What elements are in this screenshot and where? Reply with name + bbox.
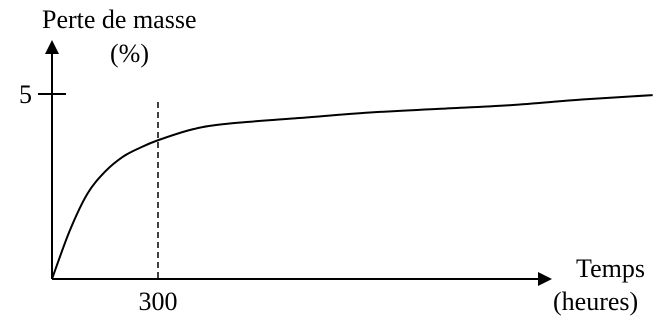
- x-axis-arrowhead: [538, 272, 552, 286]
- y-axis-label-line1: Perte de masse: [42, 5, 197, 34]
- y-axis-arrowhead: [45, 40, 59, 54]
- y-tick-label: 5: [19, 80, 32, 109]
- x-axis-label-line1: Temps: [576, 254, 645, 283]
- series-line: [51, 94, 653, 280]
- x-axis-label-line2: (heures): [553, 287, 638, 316]
- y-axis-label-line2: (%): [110, 39, 149, 68]
- x-tick-label: 300: [139, 287, 178, 316]
